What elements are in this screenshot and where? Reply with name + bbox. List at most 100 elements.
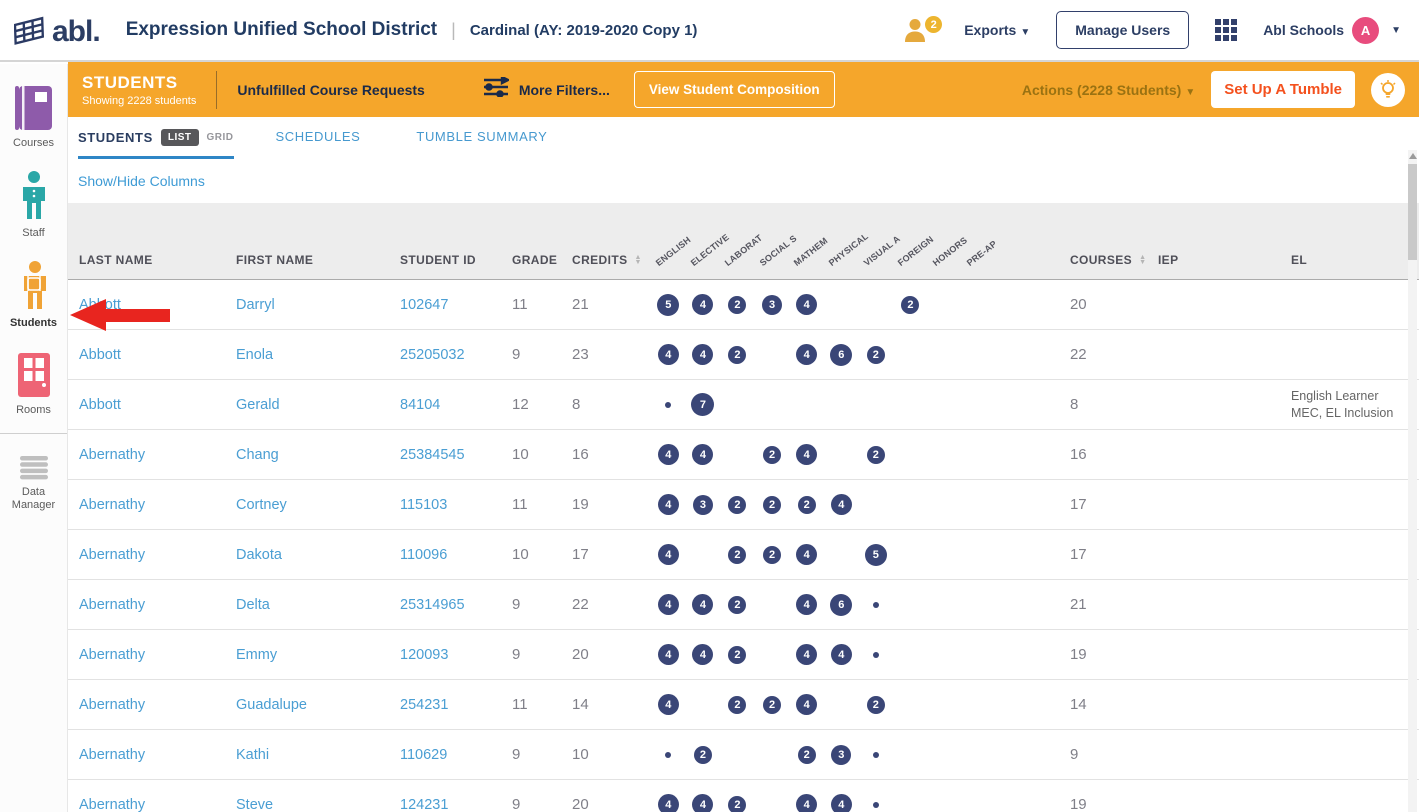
column-header-elective[interactable]: ELECTIVE <box>686 203 721 280</box>
subject-cell-visual-arts[interactable] <box>859 802 894 808</box>
student-first-name-link[interactable]: Gerald <box>225 397 389 413</box>
subject-cell-laboratory[interactable]: 2 <box>720 496 755 514</box>
column-header-mathematics[interactable]: MATHEM <box>789 203 824 280</box>
subject-cell-foreign-language[interactable]: 2 <box>893 296 928 314</box>
subject-cell-mathematics[interactable]: 2 <box>789 496 824 514</box>
student-id-link[interactable]: 124231 <box>389 797 501 812</box>
student-id-link[interactable]: 25205032 <box>389 347 501 363</box>
subject-cell-english[interactable]: 4 <box>651 544 686 565</box>
app-grid-icon[interactable] <box>1215 19 1237 41</box>
subject-cell-physical-education[interactable]: 6 <box>824 344 859 366</box>
subject-cell-mathematics[interactable]: 4 <box>789 594 824 615</box>
subject-cell-laboratory[interactable]: 2 <box>720 296 755 314</box>
subject-cell-visual-arts[interactable]: 2 <box>859 346 894 364</box>
subject-cell-english[interactable] <box>651 402 686 408</box>
student-first-name-link[interactable]: Darryl <box>225 297 389 313</box>
scrollbar-thumb[interactable] <box>1408 164 1417 260</box>
student-first-name-link[interactable]: Chang <box>225 447 389 463</box>
subject-cell-english[interactable]: 4 <box>651 444 686 465</box>
subject-cell-visual-arts[interactable]: 2 <box>859 446 894 464</box>
subject-cell-elective[interactable]: 4 <box>686 344 721 365</box>
sort-icon[interactable]: ▲▼ <box>634 255 641 265</box>
student-last-name-link[interactable]: Abernathy <box>68 547 225 563</box>
list-view-toggle[interactable]: LIST <box>161 129 199 146</box>
subject-cell-elective[interactable]: 2 <box>686 746 721 764</box>
account-menu[interactable]: Abl Schools A ▼ <box>1263 17 1401 44</box>
subject-cell-mathematics[interactable]: 4 <box>789 344 824 365</box>
student-first-name-link[interactable]: Kathi <box>225 747 389 763</box>
subject-cell-english[interactable]: 4 <box>651 494 686 515</box>
student-last-name-link[interactable]: Abernathy <box>68 647 225 663</box>
users-icon[interactable]: 2 <box>904 18 938 42</box>
sidebar-item-courses[interactable]: Courses <box>0 85 67 150</box>
tab-schedules[interactable]: SCHEDULES <box>276 129 361 156</box>
student-last-name-link[interactable]: Abbott <box>68 397 225 413</box>
student-last-name-link[interactable]: Abernathy <box>68 747 225 763</box>
set-up-tumble-button[interactable]: Set Up A Tumble <box>1211 71 1355 108</box>
subject-cell-physical-education[interactable]: 4 <box>824 494 859 515</box>
column-header-courses[interactable]: COURSES▲▼ <box>997 253 1145 280</box>
column-header-student-id[interactable]: STUDENT ID <box>389 253 501 280</box>
column-header-last-name[interactable]: LAST NAME <box>68 253 225 280</box>
subject-cell-visual-arts[interactable] <box>859 752 894 758</box>
subject-cell-english[interactable]: 4 <box>651 644 686 665</box>
subject-cell-laboratory[interactable]: 2 <box>720 646 755 664</box>
student-first-name-link[interactable]: Delta <box>225 597 389 613</box>
subject-cell-english[interactable]: 4 <box>651 794 686 812</box>
student-id-link[interactable]: 110629 <box>389 747 501 763</box>
student-id-link[interactable]: 84104 <box>389 397 501 413</box>
student-id-link[interactable]: 102647 <box>389 297 501 313</box>
sidebar-item-staff[interactable]: Staff <box>0 171 67 240</box>
subject-cell-laboratory[interactable]: 2 <box>720 796 755 812</box>
column-header-grade[interactable]: GRADE <box>501 253 561 280</box>
subject-cell-visual-arts[interactable] <box>859 602 894 608</box>
subject-cell-visual-arts[interactable]: 5 <box>859 544 894 566</box>
subject-cell-elective[interactable]: 4 <box>686 794 721 812</box>
subject-cell-social-studies[interactable]: 2 <box>755 696 790 714</box>
exports-dropdown[interactable]: Exports▼ <box>964 22 1030 38</box>
student-id-link[interactable]: 25384545 <box>389 447 501 463</box>
student-id-link[interactable]: 254231 <box>389 697 501 713</box>
subject-cell-laboratory[interactable]: 2 <box>720 696 755 714</box>
subject-cell-elective[interactable]: 4 <box>686 444 721 465</box>
subject-cell-laboratory[interactable]: 2 <box>720 546 755 564</box>
subject-cell-physical-education[interactable]: 3 <box>824 745 859 765</box>
student-first-name-link[interactable]: Guadalupe <box>225 697 389 713</box>
student-last-name-link[interactable]: Abernathy <box>68 597 225 613</box>
subject-cell-visual-arts[interactable] <box>859 652 894 658</box>
column-header-iep[interactable]: IEP <box>1145 253 1280 280</box>
sidebar-item-students[interactable]: Students <box>0 261 67 330</box>
student-last-name-link[interactable]: Abernathy <box>68 697 225 713</box>
student-last-name-link[interactable]: Abernathy <box>68 797 225 812</box>
tab-students[interactable]: STUDENTS <box>78 130 153 145</box>
view-student-composition-button[interactable]: View Student Composition <box>634 71 835 108</box>
subject-cell-physical-education[interactable]: 6 <box>824 594 859 616</box>
column-header-foreign-language[interactable]: FOREIGN <box>893 203 928 280</box>
unfulfilled-course-requests-link[interactable]: Unfulfilled Course Requests <box>237 82 424 98</box>
grid-view-toggle[interactable]: GRID <box>207 132 234 143</box>
sidebar-item-data-manager[interactable]: Data Manager <box>0 456 67 512</box>
column-header-el[interactable]: EL <box>1280 253 1419 280</box>
student-last-name-link[interactable]: Abernathy <box>68 497 225 513</box>
vertical-scrollbar[interactable] <box>1408 150 1417 812</box>
subject-cell-english[interactable]: 4 <box>651 594 686 615</box>
subject-cell-visual-arts[interactable]: 2 <box>859 696 894 714</box>
student-first-name-link[interactable]: Steve <box>225 797 389 812</box>
sidebar-item-rooms[interactable]: Rooms <box>0 352 67 417</box>
column-header-pre-ap[interactable]: PRE-AP <box>962 203 997 280</box>
student-last-name-link[interactable]: Abernathy <box>68 447 225 463</box>
manage-users-button[interactable]: Manage Users <box>1056 11 1189 49</box>
student-first-name-link[interactable]: Dakota <box>225 547 389 563</box>
subject-cell-laboratory[interactable]: 2 <box>720 346 755 364</box>
column-header-visual-arts[interactable]: VISUAL A <box>859 203 894 280</box>
subject-cell-elective[interactable]: 4 <box>686 294 721 315</box>
student-first-name-link[interactable]: Cortney <box>225 497 389 513</box>
more-filters-link[interactable]: More Filters... <box>519 82 610 98</box>
abl-logo[interactable]: abl. <box>14 15 100 45</box>
subject-cell-social-studies[interactable]: 2 <box>755 446 790 464</box>
subject-cell-english[interactable]: 4 <box>651 694 686 715</box>
subject-cell-elective[interactable]: 4 <box>686 594 721 615</box>
student-first-name-link[interactable]: Emmy <box>225 647 389 663</box>
subject-cell-physical-education[interactable]: 4 <box>824 794 859 812</box>
sort-icon[interactable]: ▲▼ <box>1139 255 1146 265</box>
